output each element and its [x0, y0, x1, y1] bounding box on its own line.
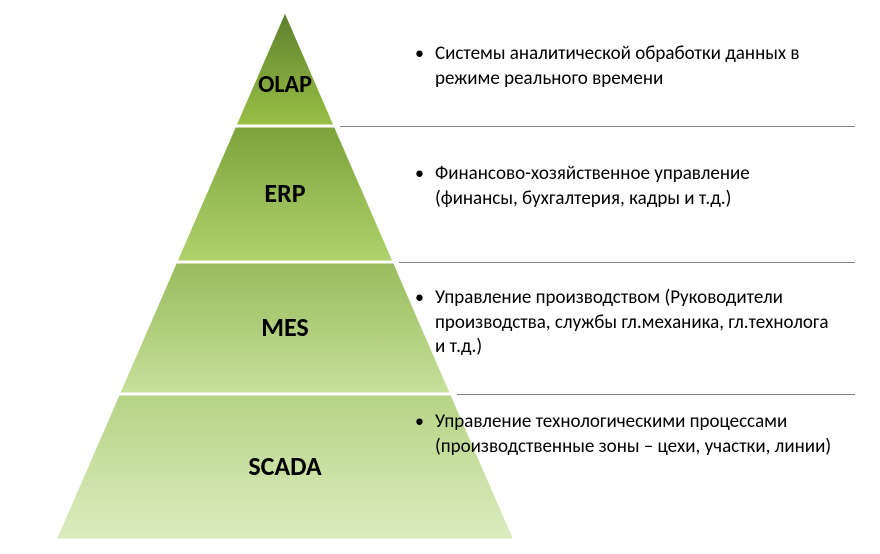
description-0: Системы аналитической обработки данных в…	[415, 42, 835, 91]
description-text-0: Системы аналитической обработки данных в…	[435, 42, 835, 91]
description-3: Управление технологическими процессами (…	[415, 410, 835, 459]
divider-1	[399, 262, 855, 263]
divider-0	[340, 126, 855, 127]
description-text-2: Управление производством (Руководители п…	[435, 286, 835, 360]
descriptions-container: Системы аналитической обработки данных в…	[415, 10, 865, 540]
description-1: Финансово-хозяйственное управление (фина…	[415, 162, 835, 211]
description-text-3: Управление технологическими процессами (…	[435, 410, 835, 459]
description-2: Управление производством (Руководители п…	[415, 286, 835, 360]
pyramid-label-1: ERP	[185, 177, 385, 209]
description-text-1: Финансово-хозяйственное управление (фина…	[435, 162, 835, 211]
pyramid-level-0	[235, 10, 336, 126]
pyramid-label-2: MES	[185, 311, 385, 343]
pyramid-label-3: SCADA	[185, 450, 385, 482]
divider-2	[457, 394, 855, 395]
pyramid-label-0: OLAP	[185, 70, 385, 99]
